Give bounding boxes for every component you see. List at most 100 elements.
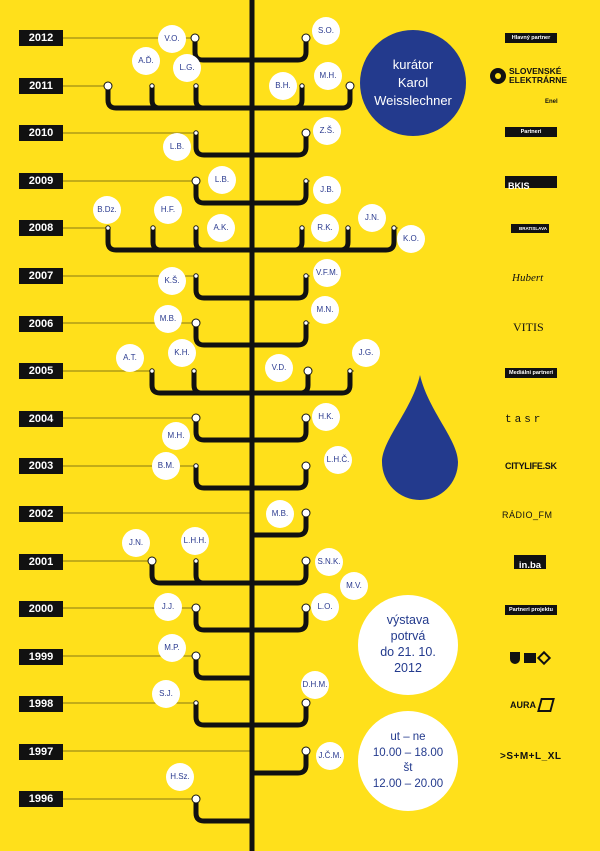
initials-bubble: A.K. <box>207 214 235 242</box>
year-label-2011: 2011 <box>19 78 63 94</box>
tree-branch-left <box>193 703 252 728</box>
se-circle-inner-icon <box>495 73 501 79</box>
initials-bubble: K.H. <box>168 339 196 367</box>
tree-branch-left <box>149 371 252 396</box>
year-label-2001: 2001 <box>19 554 63 570</box>
initials-bubble: K.O. <box>397 225 425 253</box>
ministry-icon <box>524 653 536 663</box>
bkis-text: BKIS <box>508 181 530 191</box>
tree-branch-left <box>105 86 252 111</box>
branch-end-circle <box>191 176 201 186</box>
branch-tip-dot <box>347 368 353 374</box>
branch-end-circle <box>191 318 201 328</box>
exhibition-line-1: výstava <box>386 613 430 627</box>
tree-branch-left <box>193 561 252 586</box>
branch-tip-dot <box>193 273 199 279</box>
tree-branch-left <box>149 86 252 111</box>
citylife-logo: CITYLIFE.SK <box>505 461 557 471</box>
tree-branch-left <box>193 323 252 348</box>
year-label-2006: 2006 <box>19 316 63 332</box>
enel-logo: Enel <box>545 99 558 105</box>
aura-logo: AURA <box>510 700 536 710</box>
year-label-2005: 2005 <box>19 363 63 379</box>
initials-bubble: V.D. <box>265 354 293 382</box>
branch-tip-dot <box>193 463 199 469</box>
initials-bubble: H.F. <box>154 196 182 224</box>
initials-bubble: M.H. <box>162 422 190 450</box>
tree-branch-left <box>193 799 252 824</box>
branch-end-circle <box>191 794 201 804</box>
sml-xl-logo: >S+M+L_XL <box>500 751 562 762</box>
fund-icon <box>536 650 552 666</box>
year-label-2002: 2002 <box>19 506 63 522</box>
initials-bubble: H.Sz. <box>166 763 194 791</box>
tree-branch-right <box>252 86 353 111</box>
initials-bubble: L.B. <box>163 133 191 161</box>
year-label-1999: 1999 <box>19 649 63 665</box>
year-label-2009: 2009 <box>19 173 63 189</box>
initials-bubble: V.F.M. <box>313 259 341 287</box>
initials-bubble: S.O. <box>312 17 340 45</box>
branch-tip-dot <box>191 368 197 374</box>
branch-tip-dot <box>193 225 199 231</box>
initials-bubble: L.H.H. <box>181 527 209 555</box>
slovenske-elektrarne-logo: SLOVENSKÉ ELEKTRÁRNE <box>490 66 567 90</box>
exhibition-dates-circle: výstava potrvá do 21. 10. 2012 <box>358 595 458 695</box>
branch-tip-dot <box>150 225 156 231</box>
initials-bubble: L.O. <box>311 593 339 621</box>
initials-bubble: M.V. <box>340 572 368 600</box>
tree-branch-right <box>252 703 309 728</box>
initials-bubble: Z.Š. <box>313 117 341 145</box>
initials-bubble: A.Ď. <box>132 47 160 75</box>
initials-bubble: J.N. <box>122 529 150 557</box>
branch-tip-dot <box>149 83 155 89</box>
coat-of-arms-icon <box>510 652 520 664</box>
curator-last-name: Weisslechner <box>374 93 452 108</box>
tree-branch-left <box>193 418 252 443</box>
hours-days-2: št <box>403 762 413 774</box>
project-partners-label: Partneri projektu <box>505 605 557 615</box>
branch-tip-dot <box>345 225 351 231</box>
tree-branch-left <box>150 228 252 253</box>
tree-branch-left <box>193 466 252 491</box>
initials-bubble: L.G. <box>173 54 201 82</box>
initials-bubble: K.Š. <box>158 267 186 295</box>
branch-tip-dot <box>149 368 155 374</box>
tree-branch-left <box>191 371 252 396</box>
tree-branch-left <box>193 656 252 681</box>
branch-end-circle <box>301 746 311 756</box>
tree-branch-left <box>193 133 252 158</box>
branch-end-circle <box>301 556 311 566</box>
year-label-2000: 2000 <box>19 601 63 617</box>
exhibition-line-2: potrvá <box>390 629 426 643</box>
tree-branch-right <box>252 323 309 348</box>
year-label-1998: 1998 <box>19 696 63 712</box>
tree-branch-right <box>252 228 397 253</box>
branch-end-circle <box>191 413 201 423</box>
tree-branch-right <box>252 133 309 158</box>
initials-bubble: J.Č.M. <box>316 742 344 770</box>
hours-time-1: 10.00 – 18.00 <box>372 746 444 759</box>
initials-bubble: S.N.K. <box>315 548 343 576</box>
hubert-logo: Hubert <box>512 272 544 284</box>
radio-fm-logo: RÁDIO_FM <box>502 510 553 520</box>
curator-first-name: Karol <box>397 75 429 90</box>
initials-bubble: M.B. <box>266 500 294 528</box>
partners-label: Partneri <box>505 127 557 137</box>
branch-end-circle <box>103 81 113 91</box>
main-partner-label: Hlavný partner <box>505 33 557 43</box>
blue-drop-graphic <box>382 375 458 500</box>
branch-end-circle <box>301 603 311 613</box>
tree-branch-right <box>252 276 309 301</box>
se-line-1: SLOVENSKÉ <box>509 66 562 76</box>
branch-tip-dot <box>105 225 111 231</box>
initials-bubble: D.H.M. <box>301 671 329 699</box>
branch-tip-dot <box>299 83 305 89</box>
tree-branch-left <box>193 608 252 633</box>
vitis-logo: VITIS <box>513 320 544 334</box>
tree-branch-left <box>193 86 252 111</box>
branch-end-circle <box>301 508 311 518</box>
initials-bubble: J.G. <box>352 339 380 367</box>
